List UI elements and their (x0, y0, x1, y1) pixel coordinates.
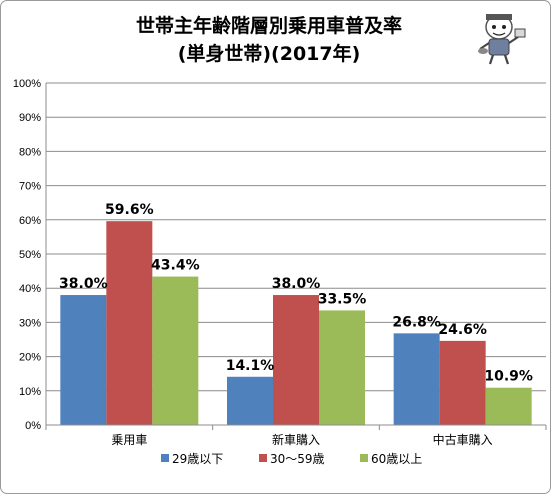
axis-layer: 0% 10% 20% 30% 40% 50% 60% 70% 80% 90% 100% 乗用車 新車購入… (13, 78, 547, 447)
category-label: 乗用車 (111, 433, 147, 447)
data-label: 43.4% (151, 258, 200, 274)
chart-subtitle: (単身世帯)(2017年) (178, 42, 361, 65)
y-tick-label: 90% (19, 112, 41, 124)
data-label: 14.1% (226, 358, 275, 374)
bar (227, 376, 273, 425)
y-tick-label: 0% (25, 420, 41, 432)
data-label: 24.6% (438, 322, 487, 338)
data-label: 59.6% (105, 202, 154, 218)
legend: 29歳以下 30～59歳 60歳以上 (161, 452, 422, 466)
category-label: 中古車購入 (433, 432, 493, 447)
y-tick-label: 80% (19, 146, 41, 158)
y-tick-label: 20% (19, 352, 41, 364)
data-label: 38.0% (59, 276, 108, 292)
y-tick-label: 50% (19, 249, 41, 261)
bar (319, 310, 365, 425)
y-tick-label: 30% (19, 317, 41, 329)
legend-swatch (259, 454, 267, 462)
cartoon-mascot-icon (478, 14, 526, 65)
category-label: 新車購入 (272, 432, 320, 447)
bar (485, 387, 532, 425)
y-tick-label: 10% (19, 386, 41, 398)
data-labels-layer: 38.0%59.6%43.4%14.1%38.0%33.5%26.8%24.6%… (59, 202, 533, 385)
legend-label: 60歳以上 (371, 452, 422, 466)
data-label: 38.0% (272, 276, 321, 292)
bar (60, 295, 107, 425)
chart-title: 世帯主年齢階層別乗用車普及率 (136, 14, 402, 37)
bars-layer (60, 221, 532, 425)
bar (106, 221, 153, 425)
data-label: 33.5% (318, 291, 367, 307)
y-tick-label: 100% (13, 78, 41, 90)
data-label: 10.9% (484, 369, 533, 385)
y-tick-label: 60% (19, 215, 41, 227)
legend-swatch (360, 454, 368, 462)
bar (439, 340, 486, 425)
legend-label: 29歳以下 (172, 452, 223, 466)
bar (393, 333, 440, 425)
y-tick-label: 70% (19, 181, 41, 193)
legend-swatch (161, 454, 169, 462)
y-tick-label: 40% (19, 283, 41, 295)
legend-label: 30～59歳 (270, 452, 325, 466)
bar (273, 295, 319, 425)
bar (152, 276, 199, 425)
data-label: 26.8% (392, 314, 441, 330)
